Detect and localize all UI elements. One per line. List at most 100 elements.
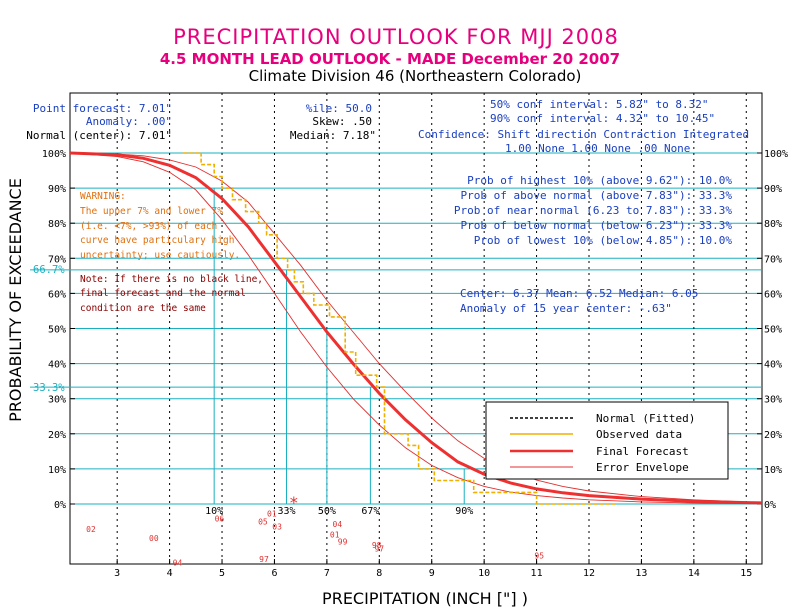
year-label: 01 (330, 530, 340, 539)
y-tick-label-right: 100% (764, 149, 788, 160)
stats-anomaly: Anomaly of 15 year center: -.63" (460, 302, 672, 315)
y-tick-label-right: 40% (764, 360, 782, 371)
warning-panel: WARNING: The upper 7% and lower 7% (i.e.… (80, 191, 240, 261)
note-line: condition are the same (80, 303, 206, 314)
prob-lowest: Prob of lowest 10% (below 4.85"): 10.0% (474, 234, 733, 247)
info-panel-right: 50% conf interval: 5.82" to 8.32" 90% co… (418, 98, 749, 155)
year-label: 99 (338, 537, 348, 546)
stats-panel: Center: 6.37 Mean: 6.52 Median: 6.05 Ano… (460, 287, 698, 315)
legend-box (485, 401, 729, 480)
x-tick-label: 14 (688, 568, 700, 579)
cyan-label-33: 33.3% (33, 382, 65, 394)
series-layer: * (69, 151, 763, 512)
note-panel: Note: If there is no black line, final f… (80, 274, 263, 314)
warning-line: WARNING: (80, 191, 126, 202)
percentile: %ile: 50.0 (306, 102, 372, 115)
percentile-label: 10% (205, 506, 223, 517)
prob-near: Prob of near normal (6.23 to 7.83"): 33.… (454, 204, 733, 217)
percentile-label: 67% (361, 506, 379, 517)
y-tick-label-right: 50% (764, 325, 782, 336)
median: Median: 7.18" (290, 129, 376, 142)
year-label: 06 (215, 515, 225, 524)
percentile-label: 33% (277, 506, 295, 517)
year-label: 00 (149, 534, 159, 543)
point-forecast: Point forecast: 7.01" (33, 102, 172, 115)
y-tick-label-left: 20% (48, 430, 66, 441)
year-label: 97 (259, 555, 269, 564)
x-tick-label: 5 (219, 568, 225, 579)
y-axis-label: PROBABILITY OF EXCEEDANCE (6, 178, 25, 422)
note-line: Note: If there is no black line, (80, 274, 263, 285)
year-label: 01 (267, 509, 277, 518)
year-label: 05 (258, 517, 268, 526)
stats-center: Center: 6.37 Mean: 6.52 Median: 6.05 (460, 287, 698, 300)
y-tick-label-left: 40% (48, 360, 66, 371)
legend-label-normal: Normal (Fitted) (596, 412, 695, 425)
series-error-envelope (69, 152, 762, 505)
y-tick-label-right: 30% (764, 395, 782, 406)
chart-subtitle: 4.5 MONTH LEAD OUTLOOK - MADE December 2… (160, 50, 620, 68)
prob-below: Prob of below normal (below 6.23"): 33.3… (460, 219, 732, 232)
y-tick-label-right: 0% (764, 500, 776, 511)
x-tick-label: 11 (531, 568, 543, 579)
x-tick-label: 9 (429, 568, 435, 579)
y-tick-label-right: 80% (764, 219, 782, 230)
x-axis-label: PRECIPITATION (INCH ["] ) (322, 589, 528, 608)
x-tick-label: 3 (114, 568, 120, 579)
climate-division: Climate Division 46 (Northeastern Colora… (249, 67, 582, 85)
x-tick-label: 10 (478, 568, 490, 579)
x-tick-label: 7 (324, 568, 330, 579)
year-label: 02 (86, 525, 96, 534)
percentile-lines: 10% 33% 50% 67% 90% (205, 188, 473, 517)
y-tick-label-left: 70% (48, 254, 66, 265)
prob-above: Prob of above normal (above 7.83"): 33.3… (460, 189, 732, 202)
y-tick-label-left: 80% (48, 219, 66, 230)
y-tick-label-right: 70% (764, 254, 782, 265)
y-tick-label-left: 100% (42, 149, 66, 160)
chart-title: PRECIPITATION OUTLOOK FOR MJJ 2008 (173, 25, 619, 49)
x-tick-label: 8 (376, 568, 382, 579)
year-label: 03 (272, 522, 282, 531)
anomaly: Anomaly: .00" (86, 115, 172, 128)
percentile-label: 50% (318, 506, 336, 517)
x-tick-label: 15 (740, 568, 752, 579)
legend-label-envelope: Error Envelope (596, 461, 689, 474)
cyan-label-66: 66.7% (33, 264, 65, 276)
center-marker: * (289, 493, 299, 512)
skew: Skew: .50 (312, 115, 372, 128)
year-label: 97 (374, 544, 384, 553)
warning-line: The upper 7% and lower 7% (80, 206, 223, 217)
year-label: 04 (333, 520, 343, 529)
warning-line: (i.e. <7%, >93%) of each (80, 221, 217, 232)
confidence-values: 1.00 None 1.00 None .00 None (505, 142, 690, 155)
y-tick-label-right: 90% (764, 184, 782, 195)
normal-center: Normal (center): 7.01" (26, 129, 172, 142)
percentile-label: 90% (455, 506, 473, 517)
note-line: final forecast and the normal (80, 288, 246, 299)
info-panel-mid: %ile: 50.0 Skew: .50 Median: 7.18" (290, 102, 376, 142)
conf-interval-90: 90% conf interval: 4.32" to 10.45" (490, 112, 715, 125)
warning-line: uncertainty; use cautiously. (80, 250, 240, 261)
series-error-envelope (69, 152, 763, 503)
x-tick-label: 4 (167, 568, 173, 579)
conf-interval-50: 50% conf interval: 5.82" to 8.32" (490, 98, 709, 111)
probability-panel: Prob of highest 10% (above 9.62"): 10.0%… (454, 174, 733, 247)
y-tick-label-left: 0% (54, 500, 66, 511)
x-tick-label: 12 (583, 568, 595, 579)
tick-labels: 0% 0% 10% 10% 20% 20% 30% 30% 40% 40% 50% 50% 60% 60%… (42, 149, 788, 579)
y-tick-label-left: 90% (48, 184, 66, 195)
y-tick-label-left: 30% (48, 395, 66, 406)
year-label: 95 (534, 551, 544, 560)
x-tick-label: 6 (271, 568, 277, 579)
y-tick-label-left: 50% (48, 325, 66, 336)
series-observed-data (182, 152, 616, 505)
y-tick-label-left: 60% (48, 289, 66, 300)
legend-label-observed: Observed data (596, 428, 682, 441)
series-final-forecast (69, 151, 763, 505)
x-tick-label: 13 (635, 568, 647, 579)
warning-line: curve have particulary high (80, 235, 234, 246)
legend: Normal (Fitted) Observed data Final Fore… (485, 401, 729, 480)
legend-label-forecast: Final Forecast (596, 445, 689, 458)
